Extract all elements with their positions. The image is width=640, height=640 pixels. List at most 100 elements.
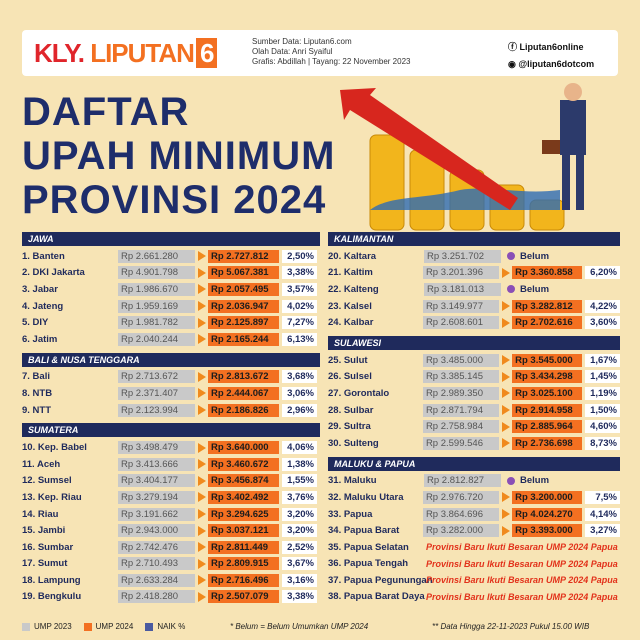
region-section: KALIMANTAN 20. Kaltara Rp 3.251.702 Belum 21… <box>328 232 620 331</box>
region-header: SUMATERA <box>22 423 320 438</box>
province-name: 35. Papua Selatan <box>328 541 409 553</box>
region-section: SUMATERA 10. Kep. Babel Rp 3.498.479 Rp 3.6… <box>22 423 320 605</box>
credit: Sumber Data: Liputan6.com <box>252 37 352 46</box>
region-header: BALI & NUSA TENGGARA <box>22 352 320 367</box>
region-section: MALUKU & PAPUA 31. Maluku Rp 2.812.827 Belu… <box>328 456 620 606</box>
province-name: 10. Kep. Babel <box>22 442 87 454</box>
ump-2023: Rp 3.191.662 <box>118 507 195 521</box>
ump-2023: Rp 2.633.284 <box>118 573 195 587</box>
ump-2023: Rp 2.608.601 <box>422 316 500 330</box>
region-section: BALI & NUSA TENGGARA 7. Bali Rp 2.713.672 R… <box>22 352 320 419</box>
table-row: 23. Kalsel Rp 3.149.977 Rp 3.282.812 4,22% <box>328 298 620 315</box>
province-name: 13. Kep. Riau <box>22 491 82 503</box>
province-name: 19. Bengkulu <box>22 591 82 603</box>
increase: 1,67% <box>585 353 620 367</box>
table-row: 38. Papua Barat Daya Provinsi Baru Ikuti … <box>328 589 620 606</box>
province-name: 26. Sulsel <box>328 371 372 383</box>
status-dot <box>507 285 515 294</box>
table-row: 22. Kalteng Rp 3.181.013 Belum <box>328 281 620 298</box>
status-dot <box>507 252 515 261</box>
ump-2023: Rp 2.123.994 <box>118 403 195 417</box>
province-name: 1. Banten <box>22 250 65 262</box>
arrow <box>502 317 511 328</box>
arrow <box>198 558 206 569</box>
column: JAWA 1. Banten Rp 2.661.280 Rp 2.727.812 2,5… <box>22 232 320 605</box>
province-name: 33. Papua <box>328 508 373 520</box>
table-row: 5. DIY Rp 1.981.782 Rp 2.125.897 7,27% <box>22 314 320 331</box>
province-name: 12. Sumsel <box>22 475 72 487</box>
province-name: 24. Kalbar <box>328 317 374 329</box>
table-row: 2. DKI Jakarta Rp 4.901.798 Rp 5.067.381 3,… <box>22 265 320 282</box>
province-name: 17. Sumut <box>22 558 68 570</box>
ump-2024: Rp 2.444.067 <box>208 386 279 400</box>
increase: 3,60% <box>585 316 620 330</box>
ump-2023: Rp 2.661.280 <box>118 249 195 263</box>
ump-2023: Rp 2.599.546 <box>422 436 500 450</box>
ump-2024: Rp 2.165.244 <box>208 332 279 346</box>
table-row: 21. Kaltim Rp 3.201.396 Rp 3.360.858 6,20% <box>328 265 620 282</box>
province-name: 30. Sulteng <box>328 437 379 449</box>
ump-2023: Rp 3.385.145 <box>422 370 500 384</box>
ump-2024: Rp 3.545.000 <box>512 353 583 367</box>
status-text: Belum <box>520 283 550 295</box>
status: Belum <box>507 284 549 295</box>
ump-2024: Rp 2.702.616 <box>512 316 583 330</box>
increase: 3,57% <box>282 282 317 296</box>
ump-2023: Rp 2.871.794 <box>422 403 500 417</box>
increase: 4,02% <box>282 299 317 313</box>
arrow <box>502 509 511 520</box>
status: Belum <box>507 251 549 262</box>
legend: UMP 2023 UMP 2024 NAIK % <box>22 622 185 631</box>
header: KLY. LIPUTAN 6 Sumber Data: Liputan6.com … <box>22 30 618 76</box>
ump-2024: Rp 3.460.672 <box>208 457 279 471</box>
province-name: 18. Lampung <box>22 574 81 586</box>
ump-2023: Rp 3.279.194 <box>118 490 195 504</box>
table-row: 19. Bengkulu Rp 2.418.280 Rp 2.507.079 3,38… <box>22 589 320 606</box>
ump-2023: Rp 2.371.407 <box>118 386 195 400</box>
arrow <box>198 475 206 486</box>
logo-number: 6 <box>195 38 218 68</box>
arrow <box>502 405 511 416</box>
title-line: DAFTAR <box>22 90 190 134</box>
increase: 4,06% <box>282 441 317 455</box>
table-row: 28. Sulbar Rp 2.871.794 Rp 2.914.958 1,50% <box>328 402 620 419</box>
province-name: 29. Sultra <box>328 421 371 433</box>
increase: 3,20% <box>282 524 317 538</box>
social-facebook: ⓕ Liputan6online <box>508 42 584 52</box>
increase: 2,52% <box>282 540 317 554</box>
table-row: 24. Kalbar Rp 2.608.601 Rp 2.702.616 3,60% <box>328 314 620 331</box>
table-row: 27. Gorontalo Rp 2.989.350 Rp 3.025.100 1,1… <box>328 385 620 402</box>
ump-2024: Rp 3.360.858 <box>512 266 583 280</box>
province-name: 37. Papua Pegunungan <box>328 574 433 586</box>
province-name: 27. Gorontalo <box>328 387 390 399</box>
legend-item: UMP 2023 <box>22 622 72 631</box>
ump-2023: Rp 2.713.672 <box>118 370 195 384</box>
province-name: 32. Maluku Utara <box>328 491 404 503</box>
ump-2023: Rp 3.282.000 <box>422 524 500 538</box>
ump-2024: Rp 3.640.000 <box>208 441 279 455</box>
credits: Sumber Data: Liputan6.com Olah Data: Anr… <box>252 37 410 67</box>
arrow <box>198 371 206 382</box>
note: * Belum = Belum Umumkan UMP 2024 <box>230 622 369 631</box>
province-name: 4. Jateng <box>22 300 64 312</box>
region-header: KALIMANTAN <box>328 232 620 246</box>
status-dot <box>507 476 515 485</box>
increase: 3,38% <box>282 266 317 280</box>
province-name: 3. Jabar <box>22 283 58 295</box>
table-row: 4. Jateng Rp 1.959.169 Rp 2.036.947 4,02% <box>22 298 320 315</box>
increase: 2,96% <box>282 403 317 417</box>
province-name: 28. Sulbar <box>328 404 374 416</box>
province-name: 23. Kalsel <box>328 300 372 312</box>
arrow <box>502 525 511 536</box>
arrow <box>502 301 511 312</box>
table-row: 37. Papua Pegunungan Provinsi Baru Ikuti … <box>328 572 620 589</box>
region-section: SULAWESI 25. Sulut Rp 3.485.000 Rp 3.545.00… <box>328 335 620 452</box>
table-row: 18. Lampung Rp 2.633.284 Rp 2.716.496 3,16% <box>22 572 320 589</box>
arrow <box>198 492 206 503</box>
ump-2024: Rp 2.507.079 <box>208 590 279 604</box>
social-twitter: ◉ @liputan6dotcom <box>508 59 595 69</box>
province-name: 14. Riau <box>22 508 59 520</box>
column: KALIMANTAN 20. Kaltara Rp 3.251.702 Belum 21… <box>328 232 620 605</box>
table-row: 30. Sulteng Rp 2.599.546 Rp 2.736.698 8,73% <box>328 435 620 452</box>
row-note: Provinsi Baru Ikuti Besaran UMP 2024 Pap… <box>426 542 618 553</box>
